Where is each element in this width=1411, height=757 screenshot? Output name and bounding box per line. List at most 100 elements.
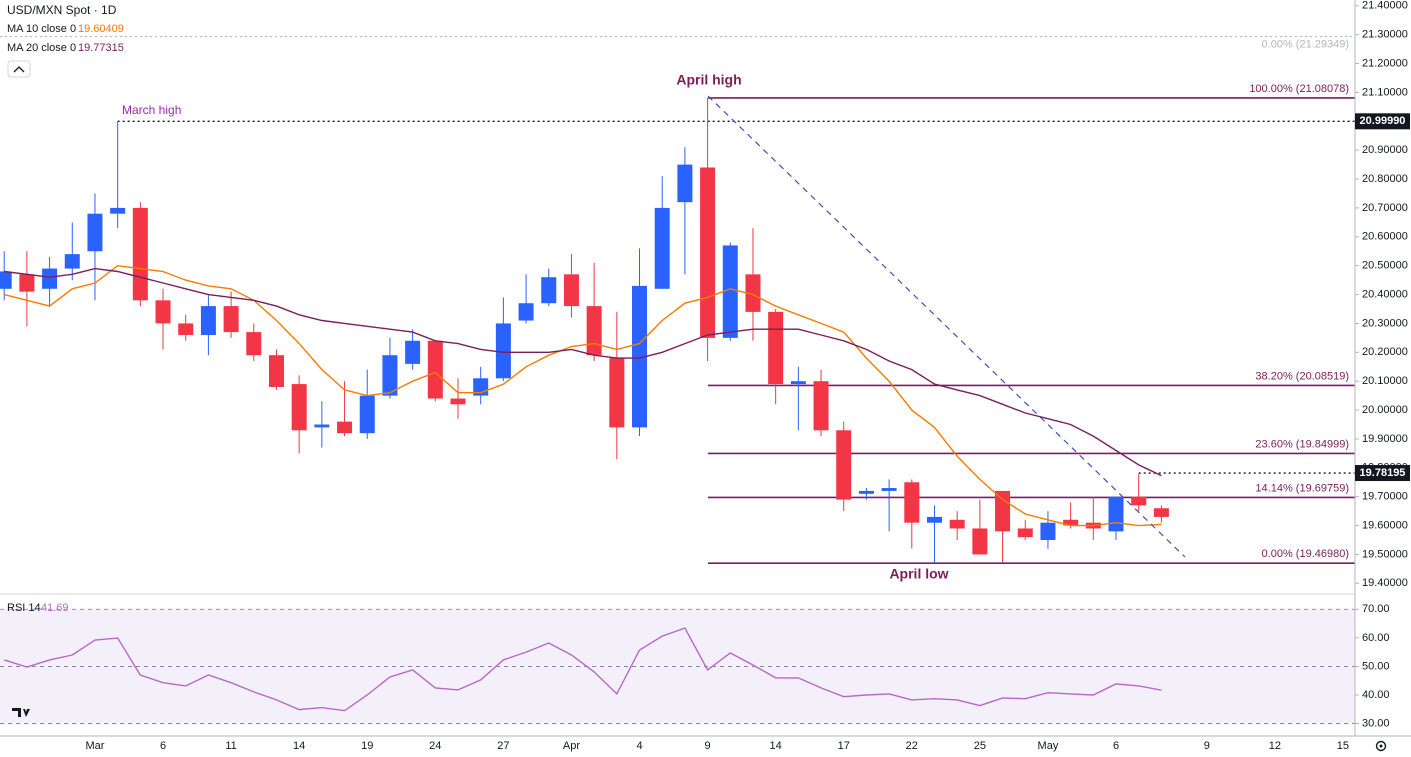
candle-body [1153,508,1169,517]
y-tick-label: 20.00000 [1362,404,1408,416]
candle-body [632,285,648,428]
y-tick-label: 20.70000 [1362,202,1408,214]
candle-body [42,268,58,289]
candle-body [450,398,466,405]
x-tick-label: 9 [705,740,711,752]
x-tick-label: 9 [1204,740,1210,752]
candle-body [722,245,738,338]
candle-body [359,395,375,434]
x-tick-label: 11 [225,740,236,752]
fib-label: 0.00% (21.29349) [1262,38,1349,50]
candle-body [858,490,874,494]
y-tick-label: 30.00 [1362,717,1390,729]
candle-body [563,274,579,307]
candle-body [291,384,307,431]
y-tick-label: 20.60000 [1362,231,1408,243]
annotation: March high [122,103,181,117]
x-tick-label: May [1038,740,1059,752]
candle-body [586,306,602,356]
y-tick-label: 60.00 [1362,632,1390,644]
x-tick-label: Mar [85,740,104,752]
candle-body [700,167,716,338]
y-tick-label: 19.60000 [1362,519,1408,531]
y-tick-label: 21.20000 [1362,57,1408,69]
y-tick-label: 19.50000 [1362,548,1408,560]
candle-body [904,482,920,523]
candle-body [0,271,12,289]
candle-body [1063,519,1079,526]
legend-value: 19.60409 [78,23,124,35]
x-tick-label: 6 [160,740,166,752]
candle-body [995,490,1011,532]
series-line [4,264,1162,527]
candle-body [654,207,670,289]
fib-label: 100.00% (21.08078) [1249,83,1349,95]
y-tick-label: 20.30000 [1362,317,1408,329]
x-tick-label: 4 [636,740,642,752]
candle-body [495,323,511,379]
price-tag [1355,465,1410,482]
fib-label: 14.14% (19.69759) [1255,482,1349,494]
price-tag-label: 19.78195 [1360,467,1406,479]
y-tick-label: 20.90000 [1362,144,1408,156]
x-tick-label: 12 [1269,740,1281,752]
fib-label: 23.60% (19.84999) [1255,438,1349,450]
candle-body [677,164,693,203]
candle-body [246,332,262,356]
candle-body [87,213,103,252]
x-tick-label: 14 [770,740,782,752]
candle-body [314,424,330,428]
candle-body [178,323,194,335]
candle-body [813,381,829,431]
candle-body [609,358,625,428]
candle-body [200,306,216,335]
candle-body [223,306,239,333]
settings-button[interactable] [1375,740,1387,752]
y-tick-label: 19.90000 [1362,433,1408,445]
logo [12,708,30,717]
y-tick-label: 20.20000 [1362,346,1408,358]
candle-body [972,528,988,555]
candle-body [1131,496,1147,506]
candle-body [1108,496,1124,532]
candle-body [790,381,806,385]
candle-body [1017,528,1033,538]
y-tick-label: 19.70000 [1362,491,1408,503]
collapse-button[interactable] [7,60,31,78]
candle-body [745,274,761,312]
x-tick-label: 17 [838,740,850,752]
y-tick-label: 21.10000 [1362,86,1408,98]
candle-body [132,207,148,301]
candle-body [337,421,353,434]
y-tick-label: 40.00 [1362,689,1390,701]
annotation: April high [676,72,741,88]
plot-area [0,36,1355,724]
candle-body [427,340,443,399]
candle-body [268,355,284,387]
y-tick-label: 20.10000 [1362,375,1408,387]
fib-label: 0.00% (19.46980) [1262,548,1349,560]
candle-body [405,340,421,364]
y-tick-label: 21.30000 [1362,29,1408,41]
legend-value: 19.77315 [78,42,124,54]
candle-body [382,355,398,396]
candle-body [541,277,557,304]
candle-body [155,300,171,324]
candle-body [518,303,534,321]
x-tick-label: Apr [563,740,580,752]
trend-line [707,95,1186,558]
candle-body [1040,522,1056,541]
legend-label: MA 20 close 0 [7,42,76,54]
candle-body [926,516,942,523]
y-tick-label: 20.50000 [1362,260,1408,272]
legend-label: MA 10 close 0 [7,23,76,35]
series-line [3,627,1162,712]
fib-label: 38.20% (20.08519) [1255,370,1349,382]
x-tick-label: 15 [1337,740,1349,752]
y-tick-label: 20.40000 [1362,288,1408,300]
candle-body [768,311,784,385]
y-tick-label: 20.80000 [1362,173,1408,185]
price-tag-label: 20.99990 [1360,115,1406,127]
candle-body [836,430,852,500]
